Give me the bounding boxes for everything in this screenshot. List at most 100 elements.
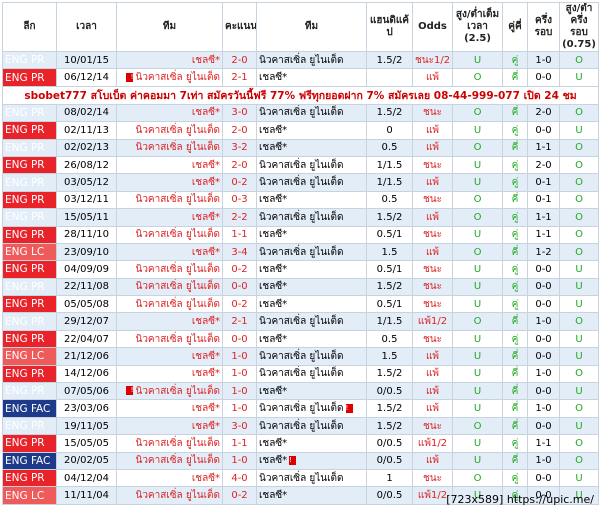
cell: ชนะ	[412, 190, 453, 210]
cell-text: 1.5	[381, 350, 398, 362]
match-row: ENG PR 15/05/11 เชลซี* 2-2 นิวคาสเซิ่ล ยูไนเ…	[2, 208, 599, 227]
cell-text: ชนะ	[423, 472, 442, 484]
cell: U	[452, 486, 503, 505]
cell: นิวคาสเซิ่ล ยูไนเต็ด	[256, 155, 367, 175]
cell-text: 1.5	[381, 246, 398, 258]
cell-text: เชลซี*	[191, 159, 220, 171]
cell: ENG PR	[2, 173, 57, 192]
cell: ชนะ	[412, 277, 453, 297]
cell: เชลซี*	[116, 312, 223, 331]
cell: แพ้	[412, 138, 453, 157]
cell-text: 11/11/04	[64, 490, 109, 502]
cell-text: คี่	[511, 385, 519, 397]
cell: 0	[366, 121, 413, 140]
column-header: ลีก	[2, 2, 57, 52]
cell: ชนะ1/2	[412, 50, 453, 70]
cell-text: 1-0	[231, 403, 248, 415]
cell: เชลซี*	[116, 399, 223, 418]
cell: นิวคาสเซิ่ล ยูไนเต็ด	[256, 208, 367, 227]
cell: O	[559, 173, 599, 192]
cell: แพ้	[412, 173, 453, 192]
cell: 1-1	[527, 138, 560, 157]
cell: 14/12/06	[56, 364, 117, 384]
cell-text: ENG PR	[5, 263, 45, 276]
cell-text: O	[575, 229, 583, 241]
cell: คู่	[502, 468, 528, 488]
cell: 0/0.5	[366, 382, 413, 401]
cell: นิวคาสเซิ่ล ยูไนเต็ด	[116, 329, 223, 349]
cell-text: 3-4	[231, 246, 248, 258]
cell: นิวคาสเซิ่ล ยูไนเต็ด	[256, 416, 367, 436]
cell: คู่	[502, 173, 528, 192]
cell: นิวคาสเซิ่ล ยูไนเต็ด	[116, 451, 223, 470]
cell: คู่	[502, 329, 528, 349]
cell: นิวคาสเซิ่ล ยูไนเต็ด	[116, 486, 223, 505]
cell-text: O	[473, 211, 482, 223]
cell-text: 0/0.5	[376, 385, 403, 397]
cell: O	[452, 416, 503, 436]
cell: ENG PR	[2, 260, 57, 279]
cell: นิวคาสเซิ่ล ยูไนเต็ด	[256, 312, 367, 331]
cell-text: ชนะ	[423, 281, 442, 293]
cell: เชลซี*	[256, 382, 367, 401]
header-row: ลีก เวลา ทีม คะแนน ทีม แฮนดิแค้ป Odds สูง/ต่ำเต…	[2, 2, 599, 52]
cell-text: 2-2	[231, 211, 248, 223]
cell: แพ้	[412, 399, 453, 418]
cell: U	[452, 277, 503, 297]
cell-text: แพ้1/2	[417, 437, 448, 449]
cell-text: นิวคาสเซิ่ล ยูไนเต็ด	[259, 316, 344, 328]
cell-text: เชลซี*	[259, 333, 288, 345]
cell-text: ชนะ	[423, 229, 442, 241]
cell-text: 1-0	[535, 368, 552, 380]
cell-text: U	[473, 368, 482, 380]
cell: คี่	[502, 138, 528, 157]
cell: คู่	[502, 434, 528, 453]
cell-text: U	[473, 437, 482, 449]
cell-text: 23/09/10	[64, 246, 109, 258]
cell: 23/03/06	[56, 399, 117, 418]
cell-text: คี่	[511, 350, 519, 362]
cell: ENG FAC	[2, 451, 57, 470]
cell-text: ENG PR	[5, 176, 45, 189]
cell: 1-2	[527, 242, 560, 262]
cell: 1.5/2	[366, 277, 413, 297]
cell: ENG PR	[2, 277, 57, 297]
cell-text: 2-0	[535, 159, 552, 171]
cell: 0-0	[527, 416, 560, 436]
cell-text: เชลซี*	[191, 368, 220, 380]
cell-text: ชนะ	[423, 194, 442, 206]
cell-text: 05/05/08	[64, 298, 109, 310]
cell: คู่	[502, 277, 528, 297]
cell-text: นิวคาสเซิ่ล ยูไนเต็ด	[135, 385, 220, 397]
cell: U	[559, 277, 599, 297]
cell-text: U	[473, 229, 482, 241]
cell: 11/11/04	[56, 486, 117, 505]
cell: 04/09/09	[56, 260, 117, 279]
cell: 10/01/15	[56, 50, 117, 70]
cell: นิวคาสเซิ่ล ยูไนเต็ด	[256, 103, 367, 123]
cell: U	[452, 347, 503, 366]
cell-text: นิวคาสเซิ่ล ยูไนเต็ด	[135, 298, 220, 310]
cell: 1/1.5	[366, 312, 413, 331]
cell: O	[559, 399, 599, 418]
cell-text: นิวคาสเซิ่ล ยูไนเต็ด	[135, 263, 220, 275]
cell-text: 15/05/11	[64, 211, 109, 223]
cell-text: แพ้	[425, 246, 440, 258]
cell: ENG PR	[2, 103, 57, 123]
cell: เชลซี*	[256, 434, 367, 453]
cell-text: เชลซี*	[191, 54, 220, 66]
cell-text: เชลซี*	[259, 229, 288, 241]
cell	[366, 68, 413, 87]
cell-text: 22/04/07	[64, 333, 109, 345]
cell: 1-1	[527, 208, 560, 227]
cell-text: U	[473, 54, 482, 66]
cell-text: 26/08/12	[64, 159, 109, 171]
cell: เชลซี*	[256, 121, 367, 140]
cell: 15/05/05	[56, 434, 117, 453]
cell-text: ENG PR	[5, 106, 45, 119]
cell: U	[452, 399, 503, 418]
cell-text: 0-0	[535, 281, 552, 293]
cell: ENG PR	[2, 225, 57, 244]
cell-text: นิวคาสเซิ่ล ยูไนเต็ด	[135, 437, 220, 449]
cell: นิวคาสเซิ่ล ยูไนเต็ด	[116, 434, 223, 453]
